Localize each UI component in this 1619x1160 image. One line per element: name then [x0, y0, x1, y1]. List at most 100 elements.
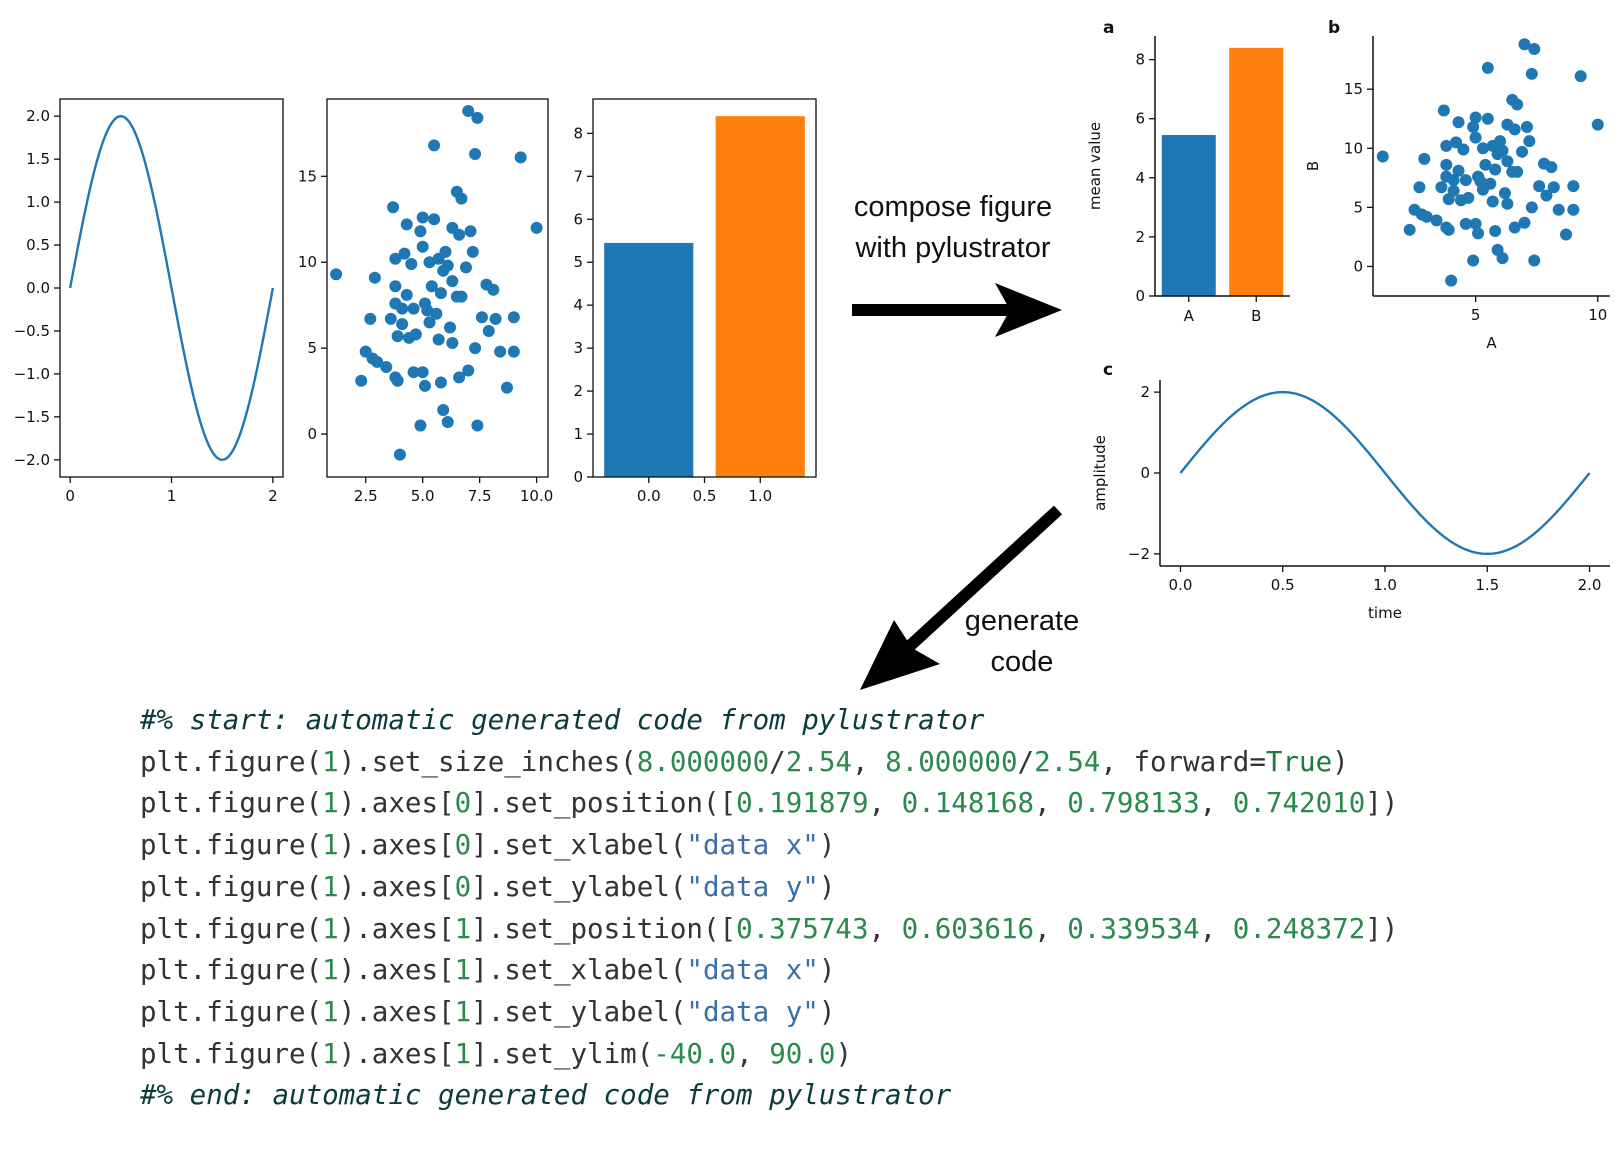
scatter-point: [1462, 191, 1475, 204]
scatter-point: [434, 287, 447, 300]
scatter-point: [398, 247, 411, 260]
scatter-point: [407, 366, 420, 379]
scatter-point: [1552, 203, 1565, 216]
scatter-point: [432, 252, 445, 265]
panel-a-bar-chart: A B 0 2 4 6 8 mean value: [1086, 36, 1290, 325]
scatter-point: [1437, 104, 1450, 117]
scatter-point: [428, 213, 441, 226]
scatter-point: [1440, 139, 1453, 152]
y-tick-label: 0.5: [26, 236, 50, 254]
code-token: "data x": [686, 954, 819, 987]
scatter-point: [507, 345, 520, 358]
code-token: "data x": [686, 829, 819, 862]
scatter-point: [1511, 165, 1524, 178]
scatter-point: [514, 151, 527, 164]
scatter-point: [1525, 67, 1538, 80]
code-token: ,: [868, 787, 902, 820]
scatter-point: [414, 419, 427, 432]
y-tick-label: 8: [573, 124, 583, 142]
y-tick-label: 2: [1140, 383, 1150, 401]
code-token: 0.375743: [736, 912, 869, 945]
y-tick-label: 0: [1353, 257, 1363, 275]
y-tick-label: −1.0: [14, 365, 50, 383]
scatter-point: [1457, 143, 1470, 156]
code-token: ,: [1034, 912, 1068, 945]
code-token: -40.0: [653, 1037, 737, 1070]
code-token: ,: [868, 912, 902, 945]
scatter-point: [400, 218, 413, 231]
bar: [715, 116, 805, 477]
scatter-point: [371, 355, 384, 368]
code-token: 8.000000: [885, 745, 1018, 778]
scatter-point: [1469, 131, 1482, 144]
scatter-point: [1508, 123, 1521, 136]
bar: [604, 242, 694, 477]
y-tick-label: 4: [1135, 169, 1145, 187]
code-token: ): [835, 1037, 852, 1070]
code-token: ]): [1365, 912, 1399, 945]
code-token: ).axes[: [338, 954, 455, 987]
scatter-point: [1481, 61, 1494, 74]
y-tick-label: −2.0: [14, 451, 50, 469]
y-tick-label: 6: [573, 210, 583, 228]
generate-arrow: [860, 505, 1063, 690]
scatter-point: [405, 257, 418, 270]
scatter-point: [432, 333, 445, 346]
scatter-point: [1472, 227, 1485, 240]
x-tick-label: 5: [1471, 306, 1481, 324]
scatter-point: [1574, 70, 1587, 83]
code-token: ): [1332, 745, 1349, 778]
y-tick-label: 2.0: [26, 107, 50, 125]
x-tick-label: 2.0: [1578, 576, 1602, 594]
y-tick-label: 0: [307, 425, 317, 443]
x-tick-label: 0: [65, 487, 75, 505]
scatter-point: [455, 290, 468, 303]
code-token: 1: [322, 870, 339, 903]
axes-frame: [326, 98, 549, 478]
code-token: ].set_xlabel(: [471, 829, 687, 862]
generate-arrow-shaft: [895, 505, 1063, 660]
code-token: plt.figure(: [140, 745, 323, 778]
generate-label-line1: generate: [965, 605, 1080, 637]
scatter-point: [530, 221, 543, 234]
code-token: ,: [736, 1037, 770, 1070]
scatter-point: [1501, 155, 1514, 168]
scatter-point: [462, 364, 475, 377]
scatter-point: [464, 225, 477, 238]
scatter-point: [387, 201, 400, 214]
scatter-point: [368, 271, 381, 284]
code-token: 90.0: [769, 1037, 836, 1070]
scatter-point: [1418, 152, 1431, 165]
scatter-point: [1476, 183, 1489, 196]
panel-c-line-chart: 0.0 0.5 1.0 1.5 2.0 −2 0 2 time amplitude: [1091, 380, 1610, 622]
scatter-point: [1440, 158, 1453, 171]
code-line: plt.figure(1).axes[1].set_position([0.37…: [140, 909, 1398, 951]
scatter-point: [446, 275, 459, 288]
scatter-point: [389, 297, 402, 310]
code-token: ,: [1199, 787, 1233, 820]
x-tick-label: 2.5: [354, 487, 378, 505]
scatter-point: [396, 318, 409, 331]
code-token: ].set_ylim(: [471, 1037, 654, 1070]
y-tick-label: 5: [1353, 198, 1363, 216]
scatter-point: [1479, 158, 1492, 171]
code-token: 2.54: [785, 745, 852, 778]
scatter-point: [1498, 187, 1511, 200]
code-token: plt.figure(: [140, 787, 323, 820]
code-token: ).axes[: [338, 870, 455, 903]
code-line: plt.figure(1).axes[1].set_xlabel("data x…: [140, 950, 1398, 992]
x-tick-label: 1.0: [1373, 576, 1397, 594]
x-tick-label: 1.5: [1475, 576, 1499, 594]
scatter-point: [1469, 111, 1482, 124]
scatter-point: [428, 139, 441, 152]
scatter-point: [1459, 174, 1472, 187]
code-line: plt.figure(1).axes[0].set_position([0.19…: [140, 783, 1398, 825]
code-token: 0: [454, 870, 472, 903]
x-tick-label: B: [1251, 307, 1261, 325]
scatter-point: [1547, 181, 1560, 194]
scatter-point: [1476, 142, 1489, 155]
scatter-point: [500, 381, 513, 394]
scatter-point: [1528, 43, 1541, 55]
y-tick-label: 8: [1135, 51, 1145, 69]
x-tick-label: 0.0: [637, 487, 661, 505]
